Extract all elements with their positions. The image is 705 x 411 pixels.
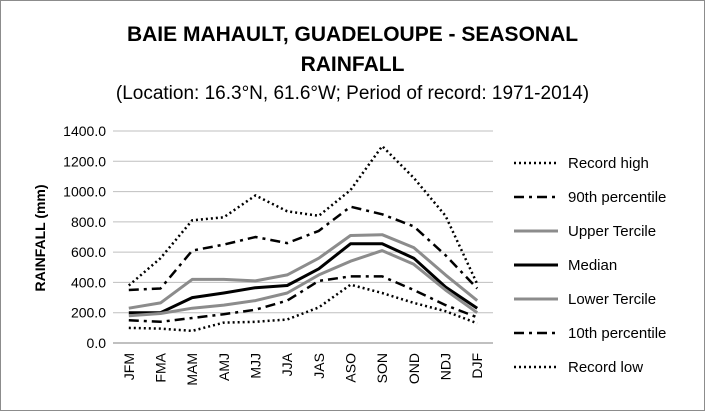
legend-item: 10th percentile [512,316,702,350]
x-tick-label: JJA [279,352,295,376]
x-tick-label: ASO [343,353,359,383]
x-tick-label: OND [406,353,422,384]
legend-swatch [514,331,558,335]
chart-subtitle: (Location: 16.3°N, 61.6°W; Period of rec… [115,83,590,104]
chart-title-line-2: RAINFALL [300,53,405,76]
series-line-10th-percentile [128,275,478,324]
legend-label: Lower Tercile [568,290,657,308]
legend-label: Upper Tercile [568,222,657,240]
series-line-record-low [128,283,478,333]
y-tick-label: 1200.0 [63,153,106,169]
legend-item: 90th percentile [512,180,702,214]
x-tick-label: JAS [311,353,327,379]
grid-lines [113,130,493,344]
legend-swatch [514,297,558,301]
legend-item: Upper Tercile [512,214,702,248]
y-tick-label: 600.0 [71,244,106,260]
legend-item: Median [512,248,702,282]
x-tick-label: MAM [184,353,200,386]
legend-swatch [514,195,558,199]
y-tick-labels: 0.0 200.0 400.0 600.0 800.0 1000.0 1200.0 1400.… [63,123,106,351]
chart-title-line-1: BAIE MAHAULT, GUADELOUPE - SEASONAL [126,23,579,46]
x-tick-labels: JFM FMA MAM AMJ MJJ JJA JAS ASO SON OND NDJ DJF [121,352,485,385]
legend-swatch [514,161,558,165]
y-axis-label: RAINFALL (mm) [32,184,48,291]
legend: Record high 90th percentile Upper Tercile M… [512,146,702,384]
x-tick-label: NDJ [438,353,454,380]
legend-item: Record low [512,350,702,384]
legend-label: Median [568,256,618,274]
legend-label: Record low [568,358,644,376]
y-tick-label: 400.0 [71,274,106,290]
series-line-lower-tercile [128,249,479,318]
x-tick-label: FMA [153,352,169,382]
x-tick-label: MJJ [248,353,264,379]
x-tick-label: SON [374,353,390,383]
legend-label: 90th percentile [568,188,667,206]
legend-swatch [514,365,558,369]
y-tick-label: 1400.0 [63,123,106,139]
legend-item: Record high [512,146,702,180]
legend-item: Lower Tercile [512,282,702,316]
y-tick-label: 0.0 [87,335,107,351]
series-line-90th-percentile [128,205,479,292]
legend-label: 10th percentile [568,324,667,342]
chart-title: BAIE MAHAULT, GUADELOUPE - SEASONAL RAIN… [0,20,705,80]
y-tick-label: 200.0 [71,305,106,321]
x-tick-label: AMJ [216,353,232,381]
y-tick-label: 1000.0 [63,184,106,200]
series-lines [127,144,479,333]
x-tick-label: JFM [121,353,137,380]
y-tick-label: 800.0 [71,214,106,230]
legend-label: Record high [568,154,649,172]
series-line-median [128,242,479,315]
legend-swatch [514,263,558,267]
x-tick-label: DJF [469,353,485,379]
series-line-upper-tercile [128,233,479,310]
legend-swatch [514,229,558,233]
